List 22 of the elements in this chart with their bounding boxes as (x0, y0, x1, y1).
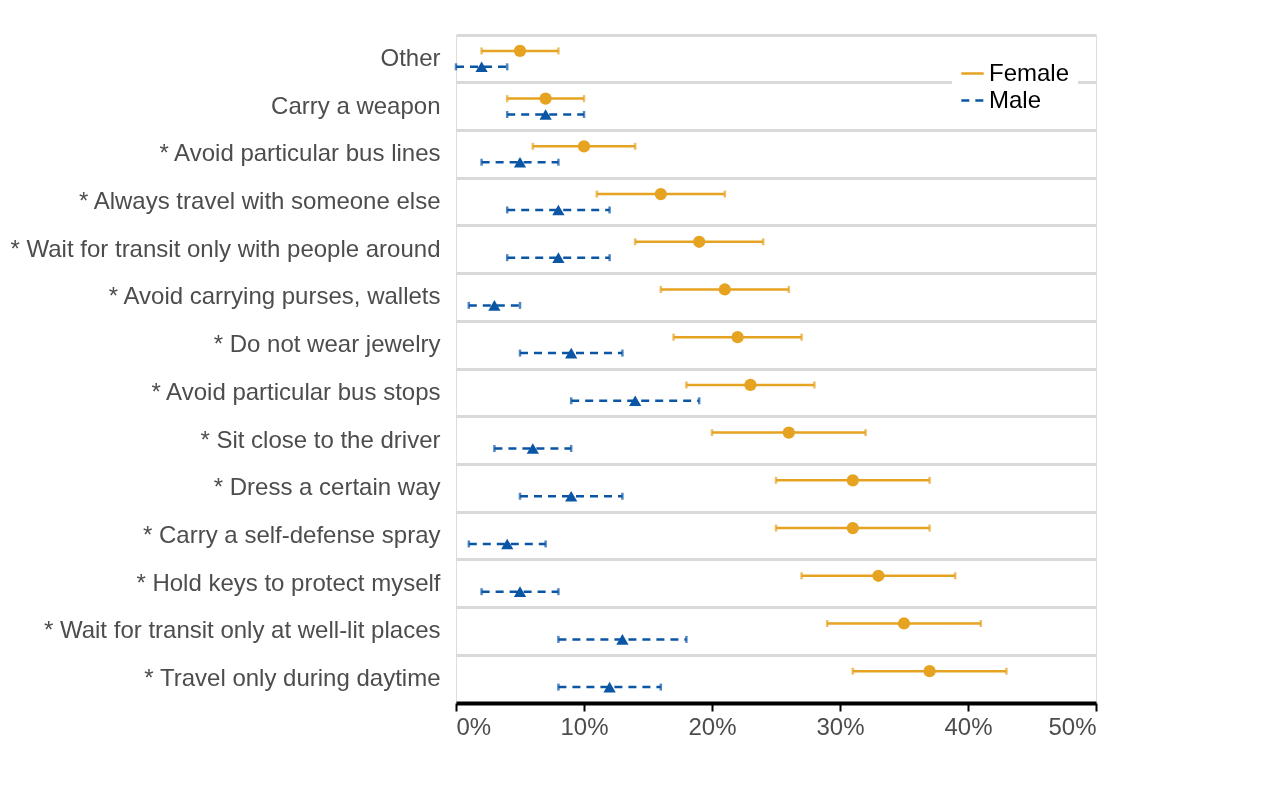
y-tick-label: * Wait for transit only with people around (10, 234, 441, 262)
y-tick-label: * Carry a self-defense spray (143, 521, 441, 548)
y-tick-label: Other (380, 43, 441, 71)
y-tick-label: * Sit close to the driver (200, 425, 441, 453)
y-tick-label: * Dress a certain way (213, 473, 441, 501)
legend-label: Female (989, 58, 1070, 86)
x-tick-label: 20% (688, 712, 737, 740)
legend-label: Male (989, 85, 1042, 113)
y-tick-label: Carry a weapon (271, 91, 441, 119)
y-tick-label: * Wait for transit only at well-lit places (43, 616, 441, 644)
y-tick-label: * Do not wear jewelry (213, 330, 441, 358)
y-tick-label: * Always travel with someone else (79, 187, 441, 214)
y-tick-label: * Hold keys to protect myself (136, 568, 441, 596)
x-tick-label: 50% (1048, 712, 1097, 740)
y-tick-label: * Travel only during daytime (144, 664, 441, 692)
x-tick-label: 40% (944, 712, 993, 740)
x-tick-label: 10% (560, 712, 609, 740)
y-tick-label: * Avoid carrying purses, wallets (108, 282, 441, 310)
x-tick-label: 0% (456, 712, 492, 740)
y-tick-label: * Avoid particular bus stops (151, 377, 441, 405)
x-tick-label: 30% (816, 712, 865, 740)
y-tick-label: * Avoid particular bus lines (159, 139, 441, 167)
